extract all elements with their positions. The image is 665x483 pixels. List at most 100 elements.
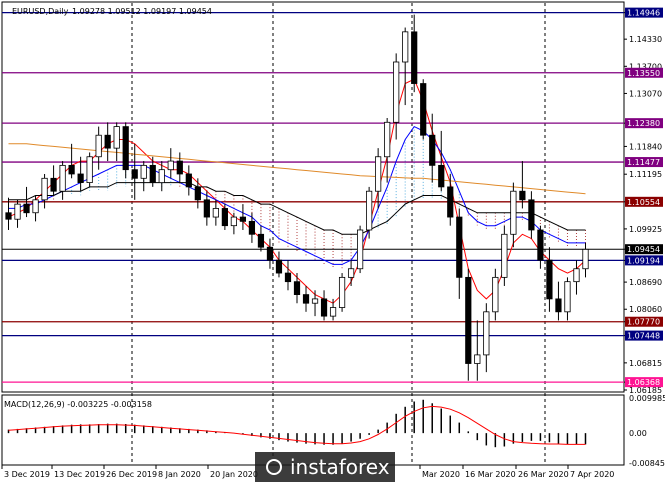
level-tag-5	[625, 244, 663, 255]
price-level-tags: 1.14946 1.13550 1.12380 1.11477 1.10554 1.094…	[625, 7, 663, 388]
price-tick-label-5: 1.11840	[629, 142, 662, 151]
candle-body-39	[357, 229, 364, 270]
level-tag-label-3: 1.11477	[627, 158, 660, 167]
candle-body-4	[41, 177, 48, 201]
macd-tick-label-0: 0.009985	[629, 394, 665, 403]
candle-body-56	[510, 190, 517, 235]
level-tag-6	[625, 255, 663, 266]
candle-body-49	[447, 186, 454, 218]
price-tick-label-1: 1.14330	[629, 35, 662, 44]
candle-body-25	[230, 216, 237, 227]
candle-body-28	[257, 233, 265, 248]
candle-body-30	[275, 259, 283, 274]
level-tag-label-4: 1.10554	[627, 198, 660, 207]
candle-body-5	[50, 177, 57, 192]
candle-body-22	[203, 199, 210, 218]
kijun-line	[8, 125, 586, 265]
candle-body-46	[420, 83, 427, 136]
level-tag-1	[625, 67, 663, 78]
candle-body-43	[393, 61, 400, 123]
candle-body-10	[95, 134, 102, 158]
candle-body-55	[501, 233, 508, 278]
candle-body-17	[158, 169, 165, 184]
macd-label: MACD(12,26,9) -0.003225 -0.003158	[4, 400, 152, 409]
level-tag-9	[625, 377, 663, 388]
candle-body-58	[528, 199, 535, 231]
candle-body-34	[311, 298, 319, 304]
level-tag-label-0: 1.14946	[627, 9, 660, 18]
price-panel-frame	[1, 1, 625, 393]
candle-body-60	[546, 259, 553, 300]
candle-body-12	[113, 126, 120, 149]
price-tick-label-15: 1.06815	[629, 359, 662, 368]
macd-signal-line	[8, 405, 586, 445]
candle-body-57	[519, 190, 526, 201]
candle-body-64	[582, 248, 589, 270]
candle-body-15	[140, 164, 147, 179]
candle-body-50	[456, 216, 463, 278]
horizontal-levels	[2, 11, 624, 383]
candle-body-31	[284, 272, 292, 283]
candle-body-11	[104, 134, 111, 149]
price-tick-label-6: 1.11195	[629, 170, 662, 179]
watermark-logo-icon	[266, 459, 282, 475]
candle-body-45	[411, 31, 418, 84]
price-tick-label-11: 1.08690	[629, 278, 662, 287]
candle-body-7	[68, 164, 75, 175]
candle-body-38	[347, 268, 355, 278]
candle-body-44	[402, 31, 409, 63]
candle-body-52	[474, 354, 481, 364]
candle-body-35	[320, 298, 328, 317]
candle-body-3	[32, 199, 39, 214]
candle-body-24	[221, 208, 228, 227]
candles	[5, 14, 589, 381]
macd-indicator: 0.009985 0.00 -0.008459	[7, 394, 665, 468]
candle-body-54	[492, 276, 499, 313]
candle-body-20	[185, 173, 192, 188]
level-tag-label-9: 1.06368	[627, 378, 660, 387]
candle-body-48	[438, 164, 445, 188]
candle-body-8	[77, 173, 84, 184]
candle-body-53	[483, 311, 490, 356]
instaforex-watermark: instaforex	[255, 452, 395, 482]
time-tick-label-6: 16 Mar 2020	[465, 470, 516, 479]
time-tick-label-7: 26 Mar 2020	[518, 470, 569, 479]
candle-body-2	[23, 203, 30, 214]
candle-body-13	[122, 126, 129, 171]
time-tick-label-1: 13 Dec 2019	[54, 470, 105, 479]
symbol-label: EURUSD,Daily	[12, 7, 69, 16]
candle-body-26	[239, 216, 247, 222]
candle-body-51	[465, 276, 472, 364]
level-tag-7	[625, 316, 663, 327]
candle-body-42	[384, 121, 391, 158]
level-tag-label-1: 1.13550	[627, 69, 660, 78]
candle-body-61	[555, 298, 562, 313]
candle-body-36	[329, 307, 337, 317]
candle-body-18	[167, 160, 174, 171]
black-ma-line	[8, 182, 586, 235]
level-tag-label-8: 1.07448	[627, 332, 660, 341]
level-tag-4	[625, 196, 663, 207]
price-tick-label-3: 1.13070	[629, 89, 662, 98]
candle-body-14	[131, 169, 138, 179]
candle-body-16	[149, 164, 156, 184]
candle-body-1	[14, 203, 21, 220]
price-tick-label-2: 1.13700	[629, 62, 662, 71]
watermark-box	[255, 452, 395, 482]
level-tag-2	[625, 118, 663, 129]
candle-body-63	[573, 268, 580, 283]
price-tick-label-12: 1.08060	[629, 305, 662, 314]
candle-body-21	[194, 186, 201, 201]
candle-body-59	[537, 229, 544, 261]
candle-body-23	[212, 208, 219, 218]
time-tick-label-4: 20 Jan 2020	[210, 470, 258, 479]
candle-body-37	[338, 276, 346, 308]
candle-body-40	[366, 190, 373, 231]
candle-body-0	[5, 212, 12, 220]
watermark-text: instaforex	[290, 455, 390, 479]
time-tick-label-2: 26 Dec 2019	[106, 470, 157, 479]
level-tag-label-5: 1.09454	[627, 245, 660, 254]
time-tick-label-8: 7 Apr 2020	[570, 470, 614, 479]
